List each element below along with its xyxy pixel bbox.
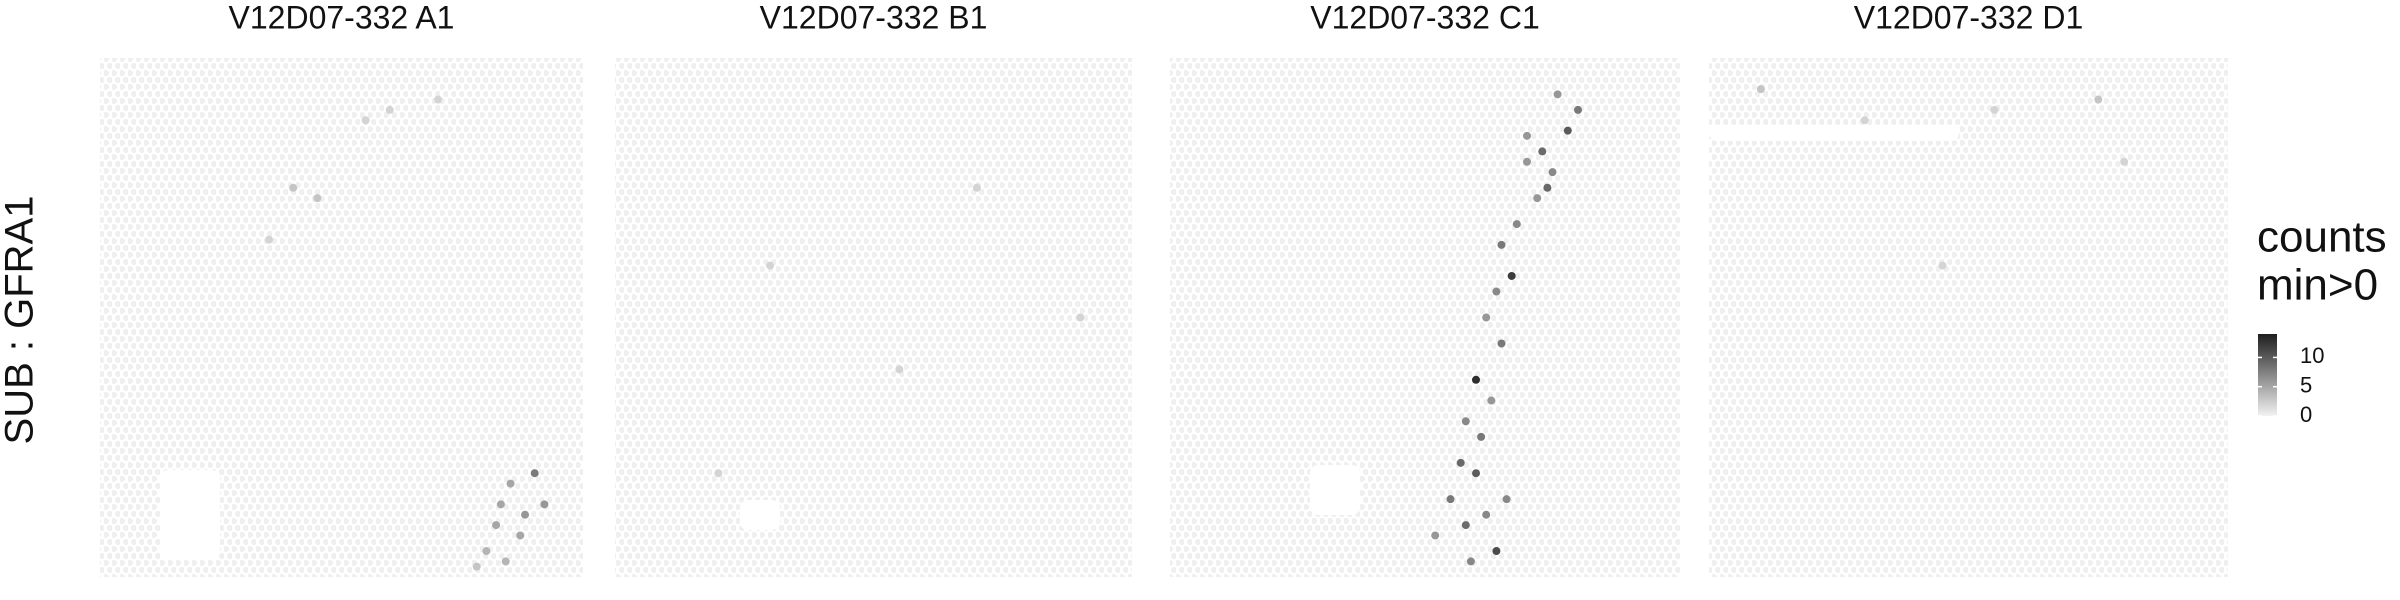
legend-title: min>0 xyxy=(2257,261,2378,310)
spot xyxy=(1938,261,1947,270)
legend-title: counts xyxy=(2257,213,2387,262)
spot xyxy=(1497,240,1506,249)
spot xyxy=(1477,432,1486,441)
spot xyxy=(1497,339,1506,348)
spot xyxy=(1574,105,1582,114)
spot xyxy=(472,562,481,571)
panel-title: V12D07-332 C1 xyxy=(1310,0,1539,35)
spot xyxy=(1461,417,1470,426)
spot xyxy=(1533,194,1542,203)
spot xyxy=(516,531,525,540)
spot xyxy=(501,557,510,566)
spot xyxy=(1492,287,1501,296)
spot xyxy=(496,500,505,509)
spot xyxy=(1502,495,1511,504)
spot xyxy=(506,479,515,488)
spot xyxy=(1507,271,1516,280)
tissue xyxy=(1170,58,1680,577)
spot xyxy=(714,469,723,478)
spot xyxy=(1538,147,1547,156)
colorbar xyxy=(2258,334,2277,416)
tissue-gap xyxy=(160,470,220,560)
spot xyxy=(895,365,904,374)
y-axis-label: SUB : GFRA1 xyxy=(0,196,42,445)
spot xyxy=(1466,557,1475,566)
spot xyxy=(1523,157,1531,166)
spot xyxy=(1860,116,1869,125)
spot xyxy=(766,261,775,270)
spot xyxy=(1548,168,1557,177)
spot xyxy=(1482,510,1491,519)
spot xyxy=(1472,469,1480,478)
spot xyxy=(492,521,501,530)
spot xyxy=(265,235,274,244)
spot xyxy=(1756,85,1765,94)
tissue-gap xyxy=(1310,465,1360,515)
spot xyxy=(1553,90,1562,99)
spot xyxy=(1446,495,1455,504)
colorbar-tick-label: 10 xyxy=(2300,343,2324,368)
colorbar-tick-label: 0 xyxy=(2300,402,2312,427)
colorbar-tick-label: 5 xyxy=(2300,373,2312,398)
spot xyxy=(540,500,549,509)
spot xyxy=(1563,126,1572,135)
spot xyxy=(1487,396,1496,405)
spot xyxy=(1431,531,1440,540)
spot xyxy=(1482,313,1491,322)
spot xyxy=(313,194,322,203)
spot xyxy=(1492,547,1501,556)
tissue xyxy=(1709,58,2228,577)
spot xyxy=(361,116,370,125)
spot xyxy=(521,510,530,519)
spot xyxy=(1076,313,1085,322)
panel-title: V12D07-332 A1 xyxy=(229,0,455,35)
spot xyxy=(530,469,539,478)
spot xyxy=(1472,375,1480,384)
panel-title: V12D07-332 B1 xyxy=(760,0,988,35)
spot xyxy=(2094,95,2103,104)
tissue-gap xyxy=(1709,125,1959,141)
spot xyxy=(972,183,981,192)
spot xyxy=(1523,131,1531,140)
spot xyxy=(289,183,298,192)
panel-title: V12D07-332 D1 xyxy=(1854,0,2083,35)
spot xyxy=(482,547,491,556)
spot xyxy=(1456,458,1465,467)
tissue-gap xyxy=(740,500,780,530)
spot xyxy=(385,105,394,114)
spot xyxy=(2120,157,2129,166)
spot xyxy=(1543,183,1552,192)
spot xyxy=(1512,220,1521,229)
spot xyxy=(1461,521,1470,530)
tissue xyxy=(615,58,1132,577)
spot xyxy=(434,95,443,104)
spot xyxy=(1990,105,1999,114)
